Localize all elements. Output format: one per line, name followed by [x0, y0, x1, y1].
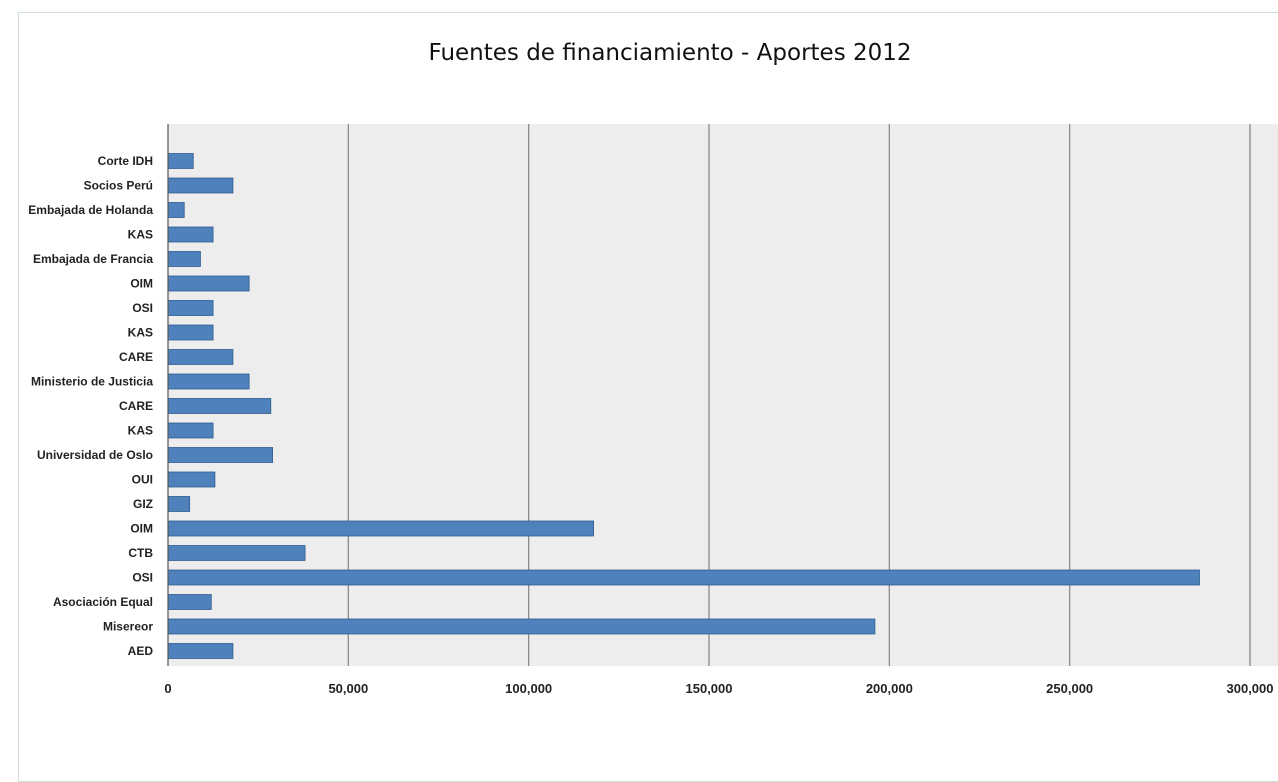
- category-label: Socios Perú: [84, 179, 153, 193]
- chart-title: Fuentes de financiamiento - Aportes 2012: [428, 40, 912, 66]
- bar: [167, 643, 234, 659]
- x-tick-label: 300,000: [1227, 681, 1274, 696]
- x-tick-label: 100,000: [505, 681, 552, 696]
- category-label: OIM: [130, 277, 153, 291]
- bar: [167, 422, 214, 439]
- bar: [167, 520, 594, 537]
- x-tick-label: 250,000: [1046, 681, 1093, 696]
- category-label: Embajada de Francia: [33, 252, 153, 266]
- bar: [167, 398, 272, 414]
- bar: [167, 471, 216, 488]
- category-label: CTB: [128, 546, 153, 560]
- bar: [167, 447, 273, 463]
- category-labels: Corte IDH Socios Perú Embajada de Holanda K…: [28, 154, 153, 658]
- bar: [167, 324, 214, 341]
- bar: [167, 545, 306, 561]
- bar: [167, 226, 214, 243]
- x-tick-label: 0: [164, 681, 171, 696]
- category-label: OIM: [130, 522, 153, 536]
- bar: [167, 349, 234, 365]
- category-label: Ministerio de Justicia: [31, 375, 153, 389]
- category-label: KAS: [128, 424, 153, 438]
- x-tick-label: 150,000: [686, 681, 733, 696]
- category-label: Misereor: [103, 620, 153, 634]
- bars: [167, 153, 1200, 659]
- bar: [167, 618, 876, 635]
- category-label: OSI: [132, 301, 153, 315]
- category-label: Asociación Equal: [53, 595, 153, 609]
- category-label: OSI: [132, 571, 153, 585]
- category-label: GIZ: [133, 497, 153, 511]
- bar: [167, 496, 191, 512]
- category-label: AED: [128, 644, 154, 658]
- bar: [167, 569, 1200, 586]
- bar: [167, 251, 201, 267]
- bar: [167, 275, 250, 292]
- bar: [167, 153, 194, 169]
- bar: [167, 177, 234, 194]
- category-label: Embajada de Holanda: [28, 203, 153, 217]
- x-tick-label: 200,000: [866, 681, 913, 696]
- x-tick-label: 50,000: [328, 681, 368, 696]
- category-label: KAS: [128, 228, 153, 242]
- bar: [167, 373, 250, 390]
- bar: [167, 202, 185, 218]
- category-label: Universidad de Oslo: [37, 448, 153, 462]
- category-label: CARE: [119, 399, 153, 413]
- category-label: CARE: [119, 350, 153, 364]
- category-label: Corte IDH: [98, 154, 153, 168]
- category-label: KAS: [128, 326, 153, 340]
- bar: [167, 594, 212, 610]
- category-label: OUI: [132, 473, 153, 487]
- bar: [167, 300, 214, 316]
- x-tick-labels: 0 50,000 100,000 150,000 200,000 250,000 300,0…: [164, 681, 1273, 696]
